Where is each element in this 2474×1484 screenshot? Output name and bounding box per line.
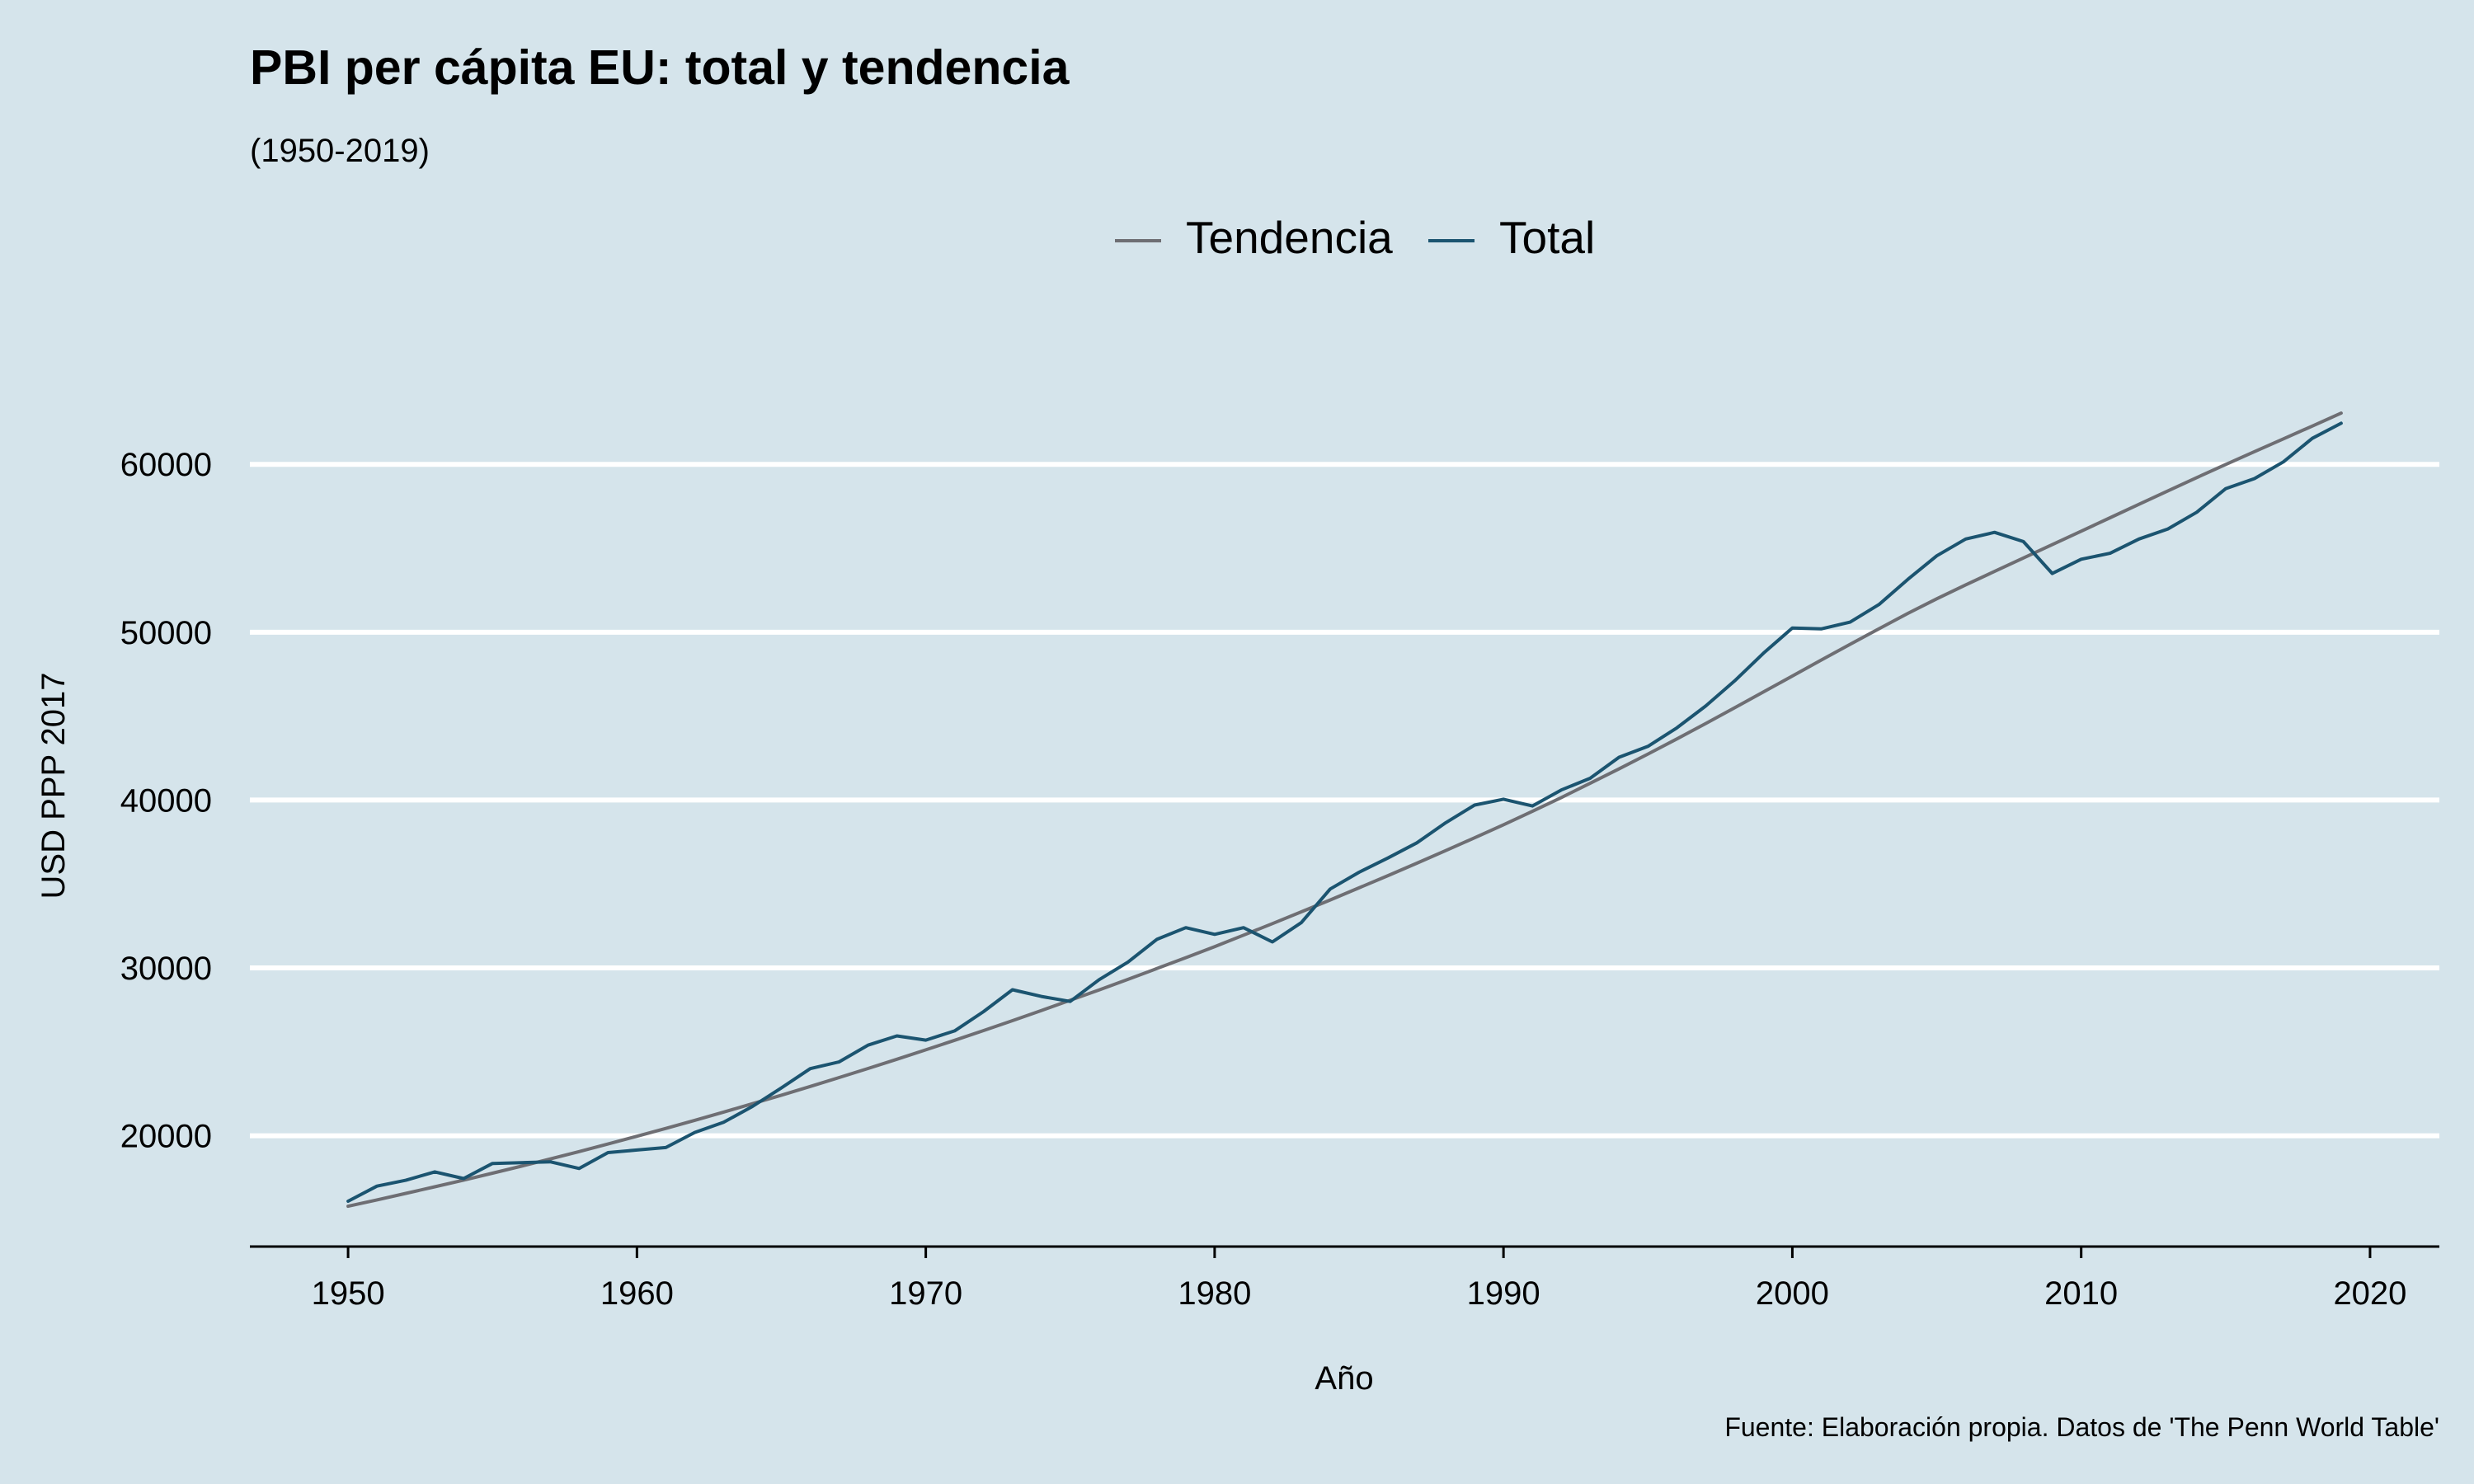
x-tick-label-1970: 1970	[889, 1275, 962, 1312]
y-axis-ticks: 20000 30000 40000 50000 60000	[120, 447, 212, 1154]
x-axis-ticks: 1950 1960 1970 1980 1990 2000 2010 2020	[312, 1247, 2406, 1312]
x-tick-label-1950: 1950	[312, 1275, 385, 1312]
x-tick-label-1980: 1980	[1178, 1275, 1251, 1312]
y-tick-label-20000: 20000	[120, 1119, 212, 1155]
x-tick-label-2020: 2020	[2333, 1275, 2406, 1312]
series-lines	[346, 411, 2343, 1209]
y-tick-label-30000: 30000	[120, 951, 212, 987]
gridlines	[250, 462, 2439, 1139]
y-tick-label-40000: 40000	[120, 782, 212, 819]
chart-title: PBI per cápita EU: total y tendencia	[250, 40, 1070, 95]
legend-label-total: Total	[1499, 212, 1595, 263]
x-axis-label: Año	[1315, 1360, 1373, 1397]
y-tick-label-50000: 50000	[120, 615, 212, 651]
y-axis-label: USD PPP 2017	[35, 673, 72, 899]
caption: Fuente: Elaboración propia. Datos de 'Th…	[1724, 1412, 2439, 1442]
legend: Tendencia Total	[1115, 212, 1595, 263]
x-tick-label-2010: 2010	[2044, 1275, 2118, 1312]
legend-label-tendencia: Tendencia	[1186, 212, 1393, 263]
x-tick-label-1990: 1990	[1467, 1275, 1540, 1312]
y-tick-label-60000: 60000	[120, 447, 212, 483]
x-tick-label-1960: 1960	[600, 1275, 674, 1312]
x-tick-label-2000: 2000	[1756, 1275, 1829, 1312]
chart-subtitle: (1950-2019)	[250, 133, 430, 169]
series-line-total	[346, 421, 2343, 1203]
series-line-tendencia	[346, 411, 2343, 1209]
